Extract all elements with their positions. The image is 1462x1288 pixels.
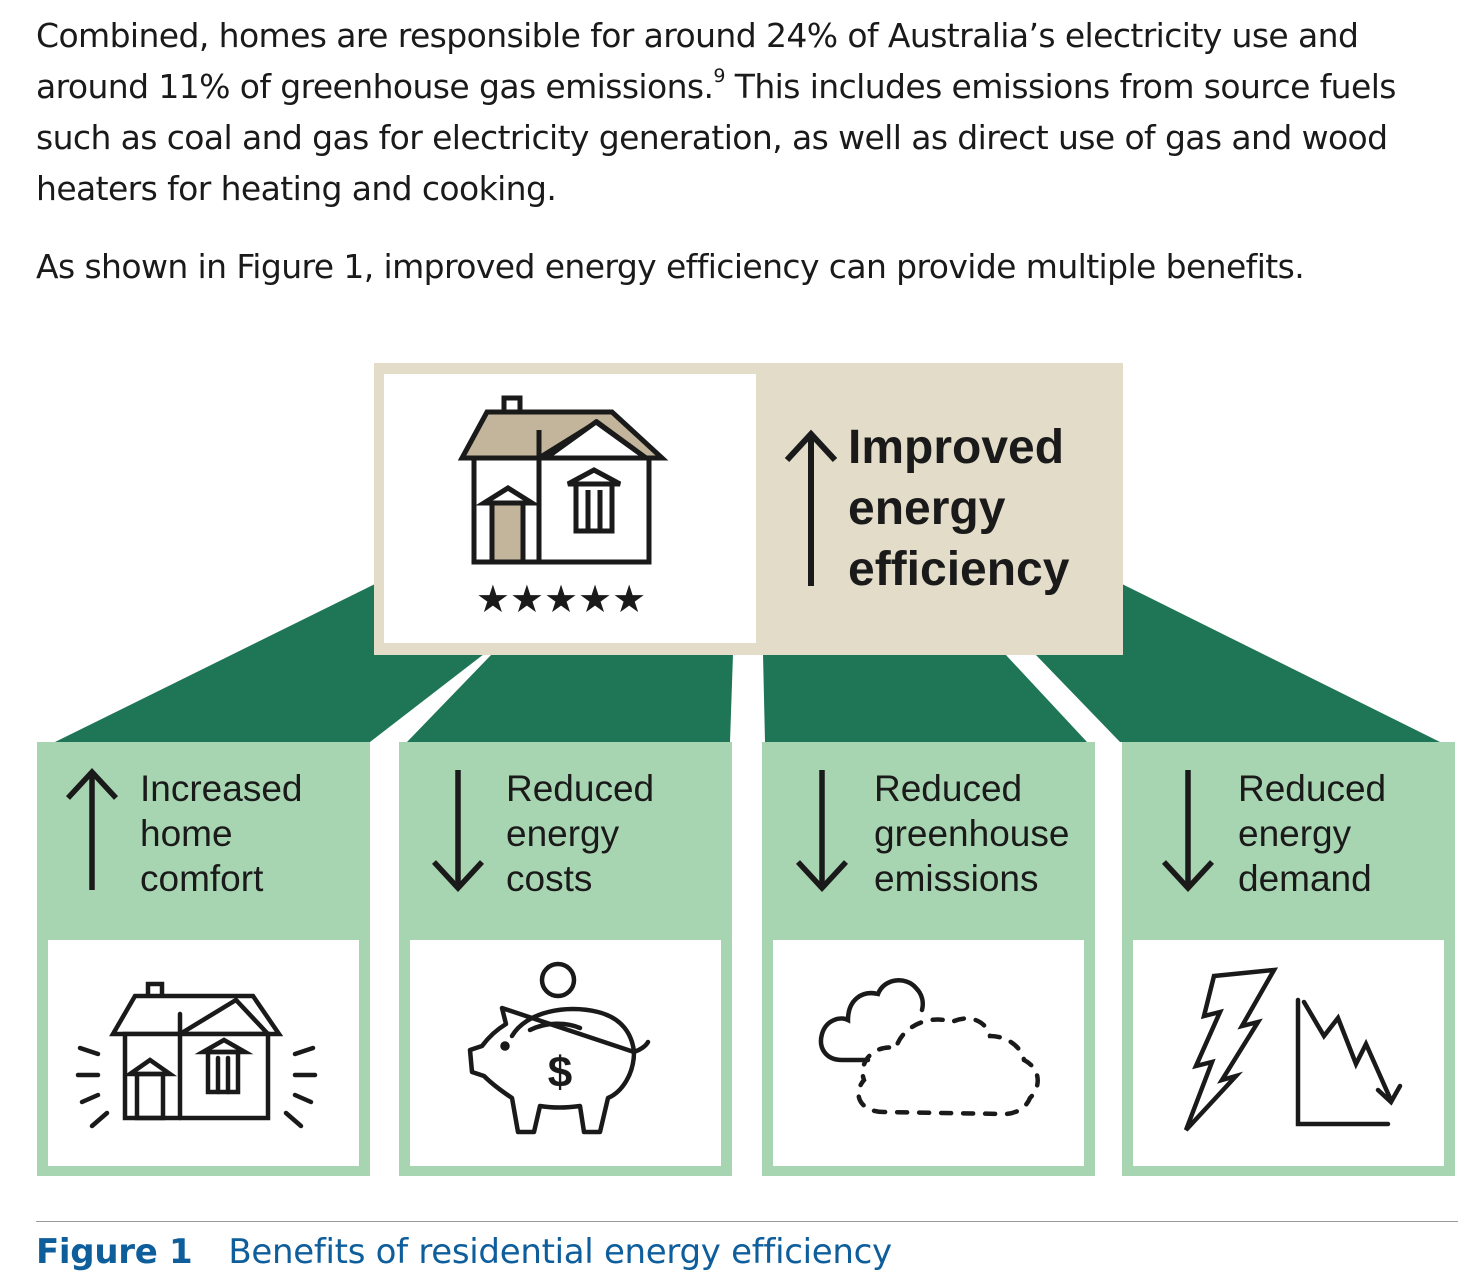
- benefit-1-line-3: comfort: [140, 858, 264, 899]
- connector-band-4: [1035, 584, 1440, 742]
- benefit-3-line-1: Reduced: [874, 768, 1022, 809]
- connector-bands: [55, 584, 1440, 742]
- footnote-marker[interactable]: 9: [713, 65, 725, 87]
- benefit-4-line-2: energy: [1238, 813, 1352, 854]
- intro-paragraph-1: Combined, homes are responsible for arou…: [36, 10, 1446, 214]
- benefit-box-energy-demand: Reduced energy demand: [1122, 742, 1455, 1176]
- benefit-label-home-comfort: Increased home comfort: [140, 768, 313, 899]
- top-title-line-1: Improved: [848, 421, 1064, 474]
- increase-arrow-icon: [784, 429, 838, 586]
- house-five-star-icon: [457, 395, 669, 565]
- benefit-box-greenhouse-emissions: Reduced greenhouse emissions: [762, 742, 1095, 1176]
- increase-arrow-icon: [65, 767, 119, 890]
- rating-stars: ★★★★★: [476, 577, 646, 621]
- benefit-box-energy-costs: Reduced energy costs $: [399, 742, 732, 1176]
- figure-caption-text: Benefits of residential energy efficienc…: [228, 1232, 892, 1272]
- dollar-sign: $: [548, 1048, 572, 1097]
- cloud-dotted-icon: [818, 978, 1040, 1117]
- benefit-2-line-2: energy: [506, 813, 620, 854]
- piggy-bank-icon: [467, 961, 651, 1135]
- connector-band-1: [55, 584, 484, 742]
- intro-text-part-1: Combined, homes are responsible for arou…: [36, 16, 1359, 106]
- connector-band-3: [763, 654, 1087, 742]
- benefit-4-line-1: Reduced: [1238, 768, 1386, 809]
- benefit-1-line-1: Increased: [140, 768, 303, 809]
- intro-paragraph-2: As shown in Figure 1, improved energy ef…: [36, 247, 1305, 286]
- figure-caption: Figure 1 Benefits of residential energy e…: [36, 1232, 892, 1272]
- decrease-arrow-icon: [795, 770, 849, 893]
- benefit-label-greenhouse-emissions: Reduced greenhouse emissions: [874, 768, 1080, 899]
- benefit-3-line-3: emissions: [874, 858, 1039, 899]
- benefit-label-energy-demand: Reduced energy demand: [1238, 768, 1396, 899]
- benefit-1-line-2: home: [140, 813, 233, 854]
- benefit-label-energy-costs: Reduced energy costs: [506, 768, 664, 899]
- comfortable-house-icon: [75, 981, 318, 1129]
- decrease-arrow-icon: [431, 770, 485, 893]
- figure-label: Figure 1: [36, 1232, 193, 1272]
- intro-text-part-2: This includes emissions from source fuel…: [36, 67, 1396, 208]
- benefit-4-line-3: demand: [1238, 858, 1372, 899]
- caption-divider: [36, 1221, 1458, 1222]
- benefit-2-line-3: costs: [506, 858, 592, 899]
- top-box: ★★★★★ Improved energy efficiency: [374, 363, 1123, 655]
- top-title-line-3: efficiency: [848, 543, 1070, 596]
- benefit-box-home-comfort: Increased home comfort: [37, 742, 370, 1176]
- connector-band-2: [407, 654, 733, 742]
- top-title: Improved energy efficiency: [848, 421, 1077, 596]
- benefit-3-line-2: greenhouse: [874, 813, 1069, 854]
- top-title-line-2: energy: [848, 482, 1006, 535]
- decrease-arrow-icon: [1161, 770, 1215, 893]
- benefit-2-line-1: Reduced: [506, 768, 654, 809]
- lightning-declining-chart-icon: [1183, 967, 1403, 1132]
